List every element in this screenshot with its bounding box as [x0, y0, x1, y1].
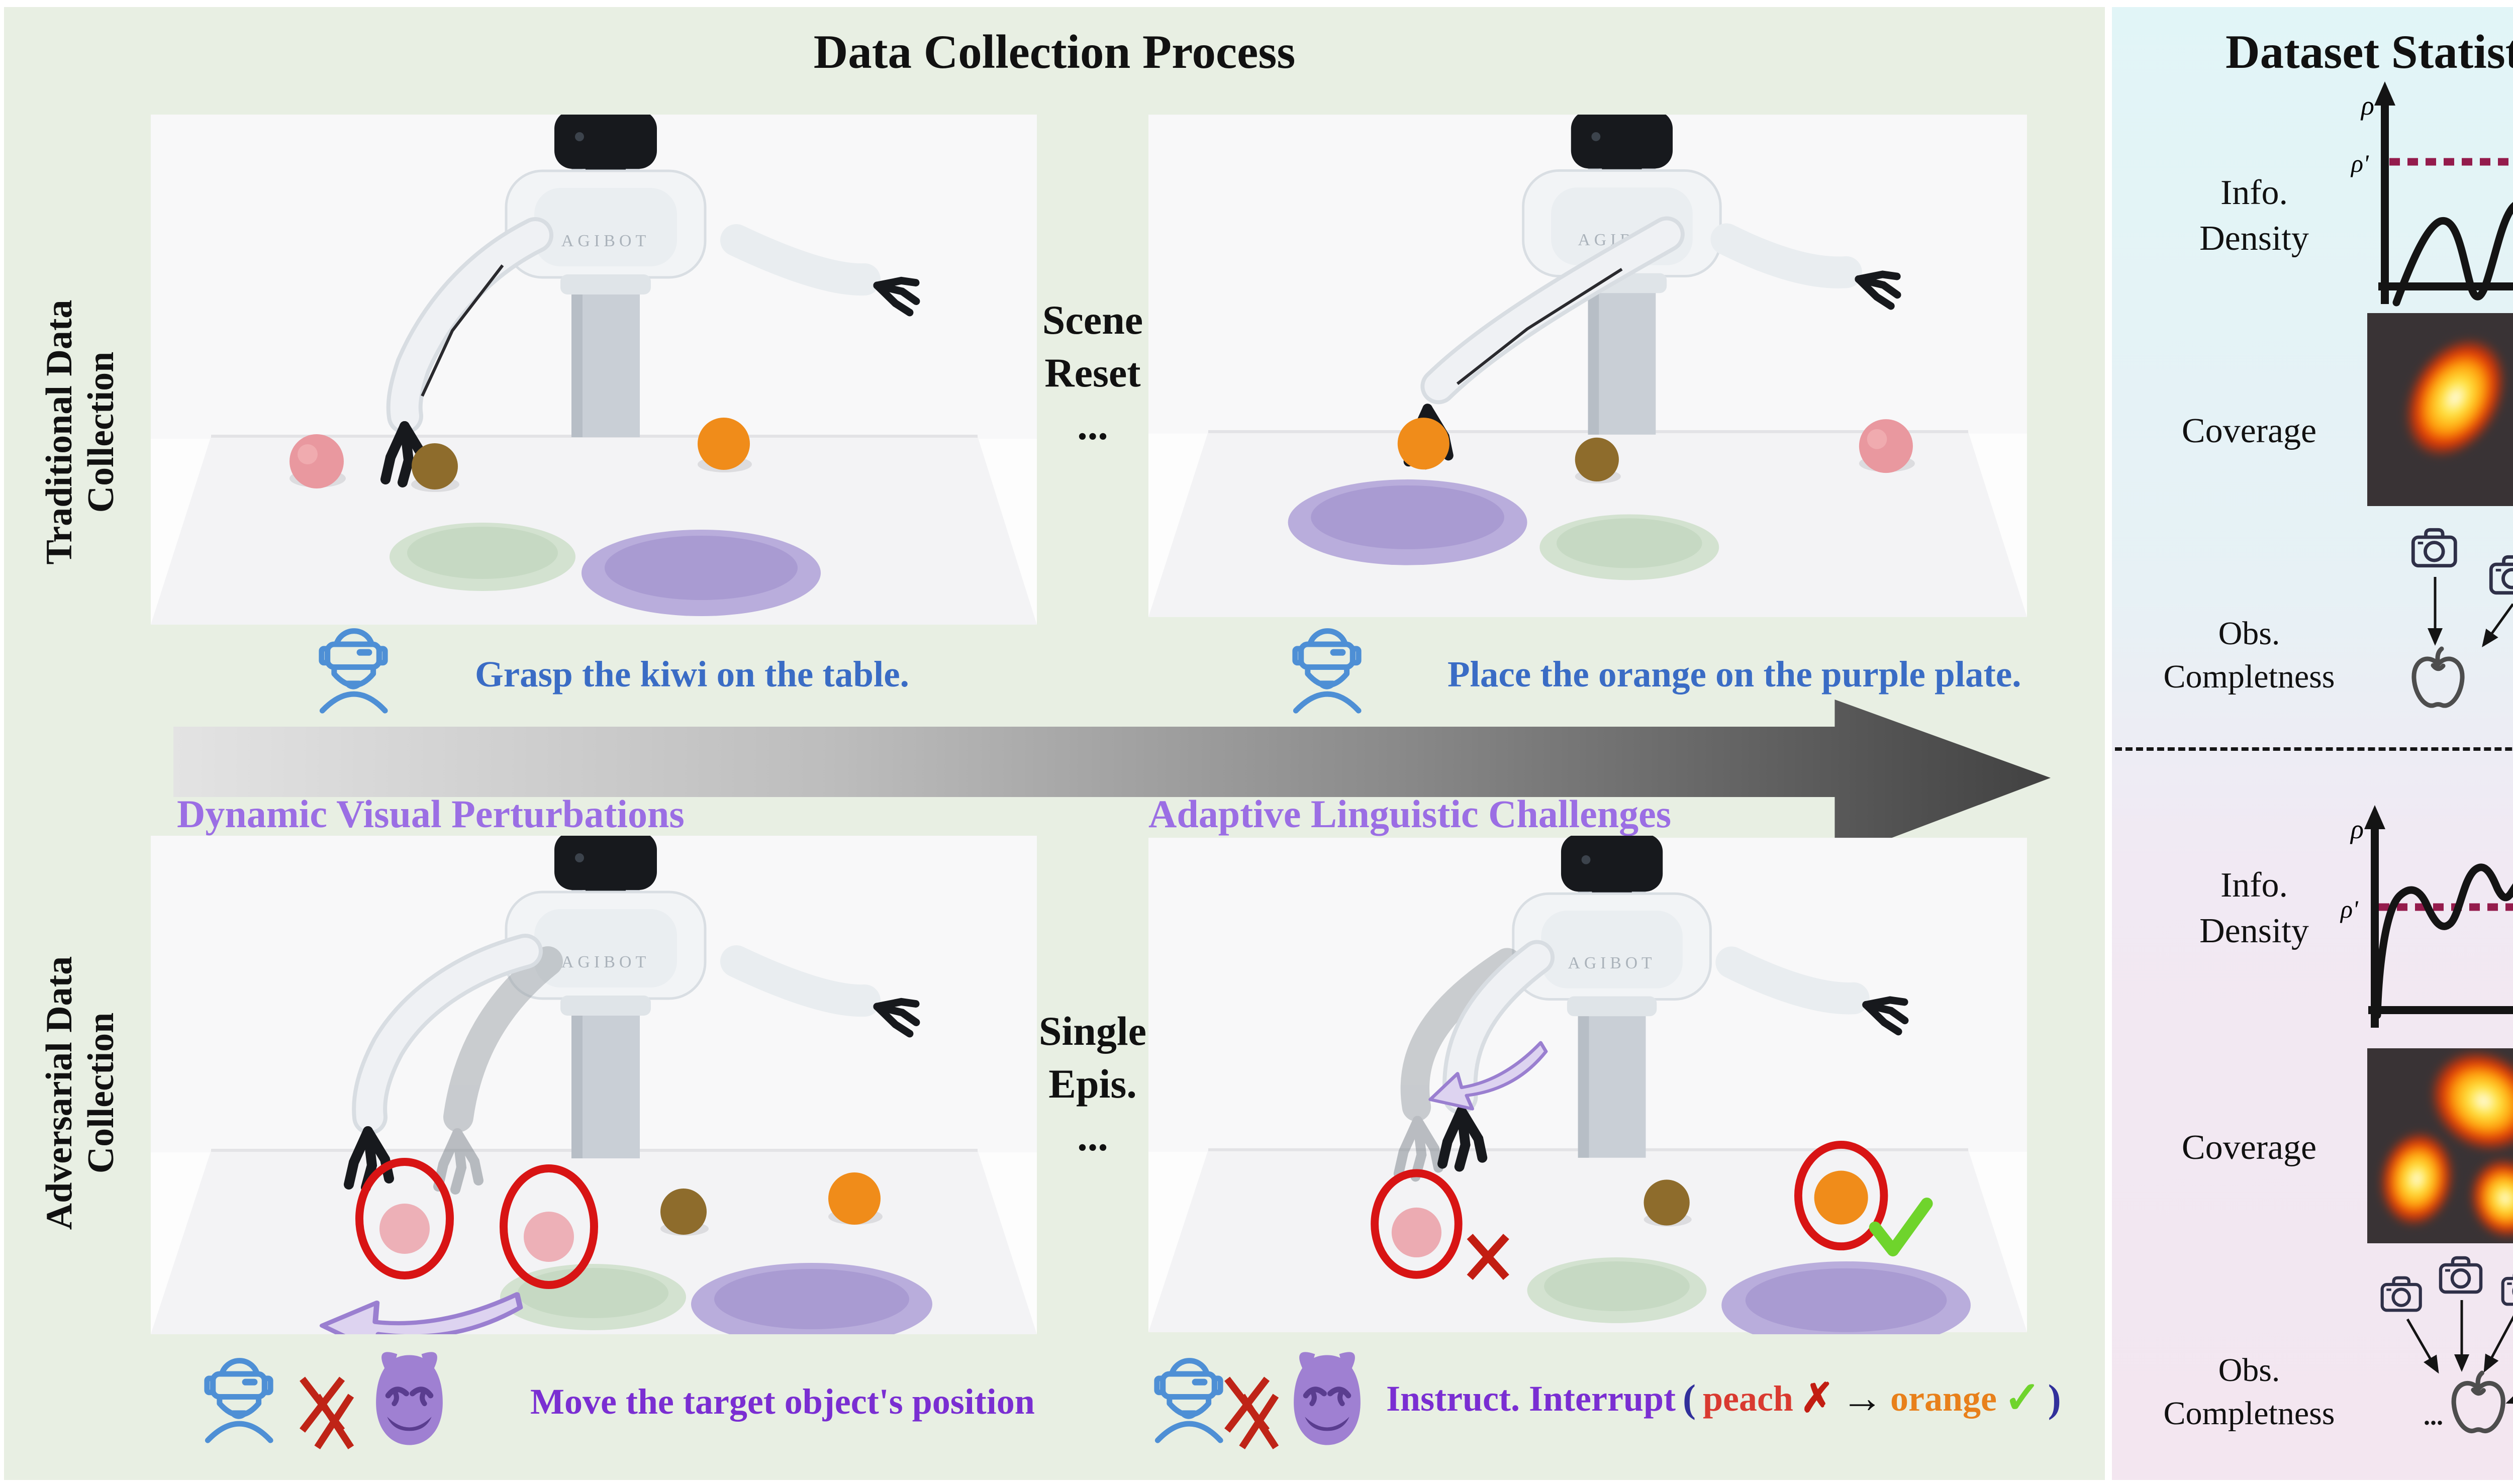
process-title: Data Collection Process: [813, 25, 1296, 78]
single-episode-label: Single Epis. ...: [1038, 1008, 1147, 1159]
camera-icon: [2441, 1258, 2481, 1292]
heat-blob: [2461, 1150, 2513, 1243]
photo-traditional-grasp-kiwi: AGIBOT: [151, 115, 1037, 625]
stat-label-obs-completness: Obs. Completness: [2163, 615, 2335, 695]
devil-emoji-icon: [1281, 1343, 1374, 1449]
red-double-cross-icon: [296, 1368, 357, 1452]
stats-title: Dataset Statistics: [2226, 25, 2513, 78]
dashed-divider: [2115, 747, 2513, 751]
obs-completness-diagram-traditional: [2385, 523, 2513, 716]
obs-completness-diagram-adversarial: ...: [2348, 1254, 2513, 1448]
axis-rho-prime: ρ': [2350, 149, 2369, 177]
paren-open: (: [1682, 1376, 1696, 1420]
photo-adversarial-linguistic-challenge: AGIBOT: [1148, 836, 2027, 1334]
stat-label-obs-completness: Obs. Completness: [2163, 1352, 2335, 1432]
robot-brand-text: AGIBOT: [561, 232, 650, 250]
info-density-plot-adversarial: ρ ρ' t: [2340, 805, 2513, 1028]
word-orange: orange: [1890, 1378, 1997, 1419]
vr-operator-icon: [316, 622, 391, 714]
red-double-cross-icon: [1220, 1368, 1282, 1452]
apple-outline-icon: [2414, 649, 2462, 706]
caption-instruction-interrupt: Instruct. Interrupt ( peach ✗ → orange ✓…: [1386, 1376, 2061, 1421]
heading-dynamic-visual-perturbations: Dynamic Visual Perturbations: [177, 792, 685, 836]
density-curve: [2392, 202, 2513, 307]
coverage-heatmap-traditional: [2367, 313, 2513, 506]
red-circle-orange-annotation: [1794, 1141, 1933, 1257]
caption-grasp-kiwi: Grasp the kiwi on the table.: [475, 654, 909, 695]
caption-move-object: Move the target object's position: [530, 1381, 1035, 1422]
paren-close: ): [2048, 1376, 2061, 1420]
vr-operator-icon: [201, 1352, 276, 1443]
axis-rho: ρ: [2360, 90, 2374, 121]
red-circle-annotations: [355, 1158, 598, 1289]
devil-emoji-icon: [363, 1343, 456, 1449]
word-peach: peach: [1702, 1378, 1793, 1419]
vr-operator-icon: [1289, 622, 1365, 714]
heading-adaptive-linguistic-challenges: Adaptive Linguistic Challenges: [1148, 792, 1672, 836]
photo-traditional-place-orange: AGIBOT: [1148, 115, 2027, 617]
row-label-adversarial: Adversarial Data Collection: [39, 956, 122, 1230]
robot-brand-text: AGIBOT: [561, 953, 650, 971]
axis-rho-prime: ρ': [2340, 895, 2359, 923]
heat-blob: [2382, 318, 2513, 478]
photo-adversarial-visual-perturbation: AGIBOT: [151, 836, 1037, 1334]
density-curve: [2373, 863, 2513, 1019]
stat-label-coverage: Coverage: [2181, 1128, 2317, 1167]
camera-icon: [2503, 1272, 2513, 1305]
stat-label-info-density: Info. Density: [2199, 173, 2309, 258]
scene-reset-label: Scene Reset ...: [1042, 297, 1143, 448]
camera-icon: [2491, 557, 2513, 592]
vr-operator-icon: [1151, 1352, 1226, 1443]
red-circle-peach-annotation: [1371, 1169, 1509, 1280]
camera-icon: [2382, 1278, 2421, 1311]
coverage-heatmap-adversarial: [2367, 1048, 2513, 1243]
check-mark: ✓: [2003, 1374, 2041, 1423]
camera-icon: [2413, 530, 2455, 565]
arrow-glyph: →: [1841, 1375, 1883, 1422]
interrupt-text: Instruct. Interrupt: [1386, 1378, 1676, 1419]
heat-blob: [2371, 1124, 2462, 1234]
info-density-plot-traditional: ρ ρ' t: [2350, 81, 2513, 307]
robot-brand-text: AGIBOT: [1568, 954, 1656, 972]
cross-mark: ✗: [1800, 1376, 1834, 1421]
caption-place-orange: Place the orange on the purple plate.: [1447, 654, 2021, 695]
stat-label-coverage: Coverage: [2181, 412, 2317, 450]
stat-label-info-density: Info. Density: [2199, 866, 2309, 950]
apple-outline-icon: [2454, 1373, 2503, 1431]
obs-ellipsis: ...: [2424, 1402, 2443, 1431]
row-label-traditional: Traditional Data Collection: [39, 300, 122, 565]
axis-rho: ρ: [2350, 814, 2364, 844]
